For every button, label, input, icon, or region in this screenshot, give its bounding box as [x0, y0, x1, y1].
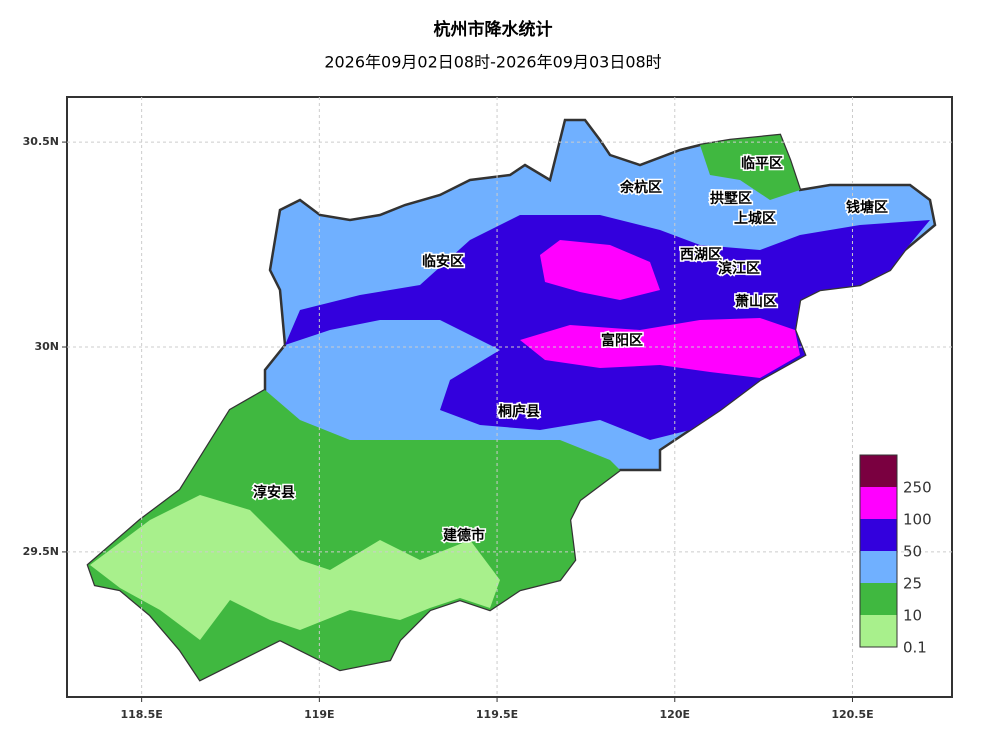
- district-label: 上城区: [734, 210, 776, 227]
- district-label: 萧山区: [735, 293, 777, 310]
- zone-0.1: [90, 495, 500, 640]
- district-label: 拱墅区: [710, 190, 752, 207]
- legend-swatch: [860, 487, 897, 519]
- district-label: 桐庐县: [498, 403, 540, 420]
- axes: 118.5E 119E 119.5E 120E 120.5E 29.5N 30N 30.5N: [23, 97, 952, 721]
- legend-label: 50: [903, 543, 922, 561]
- district-label: 西湖区: [680, 247, 722, 263]
- title: 杭州市降水统计: [434, 19, 553, 40]
- legend: 250 100 50 25 10 0.1: [859, 454, 932, 657]
- legend-label: 25: [903, 575, 922, 593]
- y-tick-label: 30.5N: [23, 135, 59, 148]
- y-tick-label: 30N: [34, 340, 59, 353]
- rainfall-map: [86, 118, 937, 682]
- plot-frame: [66, 96, 953, 698]
- y-tick-label: 29.5N: [23, 545, 59, 558]
- x-tick-label: 118.5E: [120, 708, 162, 721]
- district-label: 建德市: [443, 527, 485, 544]
- x-tick-label: 120.5E: [831, 708, 873, 721]
- legend-frame: [859, 454, 898, 648]
- district-label: 淳安县: [253, 484, 295, 501]
- district-label: 临平区: [741, 155, 783, 172]
- legend-label: 250: [903, 479, 932, 497]
- legend-label: 10: [903, 607, 922, 625]
- district-label: 滨江区: [718, 260, 760, 277]
- legend-swatch: [860, 583, 897, 615]
- x-tick-label: 119.5E: [476, 708, 518, 721]
- zone-100: [520, 240, 800, 378]
- district-label: 临安区: [422, 253, 464, 270]
- legend-label: 100: [903, 511, 932, 529]
- x-tick-label: 119E: [304, 708, 334, 721]
- district-label: 余杭区: [619, 179, 662, 196]
- district-label: 富阳区: [601, 332, 643, 349]
- legend-swatch: [860, 615, 897, 647]
- legend-swatch: [860, 519, 897, 551]
- subtitle: 2026年09月02日08时-2026年09月03日08时: [324, 53, 661, 72]
- legend-swatch: [860, 455, 897, 487]
- zone-10-north: [700, 135, 800, 200]
- x-tick-label: 120E: [660, 708, 690, 721]
- zone-50: [285, 215, 930, 440]
- legend-swatch: [860, 551, 897, 583]
- district-label: 钱塘区: [846, 199, 888, 216]
- legend-label: 0.1: [903, 639, 927, 657]
